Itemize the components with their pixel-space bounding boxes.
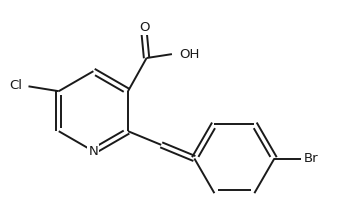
- Text: OH: OH: [180, 48, 200, 61]
- Text: Cl: Cl: [10, 79, 23, 92]
- Text: O: O: [139, 21, 149, 34]
- Text: N: N: [89, 145, 98, 158]
- Text: Br: Br: [304, 152, 318, 165]
